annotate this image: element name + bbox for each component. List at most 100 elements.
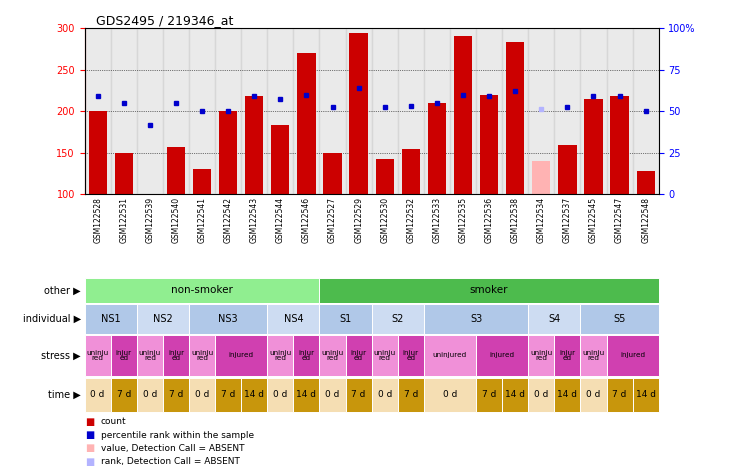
Text: uninju
red: uninju red bbox=[191, 350, 213, 361]
Bar bbox=[424, 28, 450, 194]
Bar bbox=[476, 377, 502, 411]
Bar bbox=[610, 97, 629, 194]
Bar bbox=[633, 377, 659, 411]
Bar bbox=[241, 28, 267, 194]
Text: 7 d: 7 d bbox=[221, 390, 236, 399]
Bar bbox=[189, 335, 215, 376]
Bar bbox=[476, 335, 528, 376]
Bar bbox=[528, 335, 554, 376]
Bar bbox=[372, 304, 424, 334]
Bar bbox=[245, 97, 263, 194]
Text: uninju
red: uninju red bbox=[530, 350, 553, 361]
Bar bbox=[267, 377, 294, 411]
Bar bbox=[397, 377, 424, 411]
Bar bbox=[554, 335, 581, 376]
Text: injur
ed: injur ed bbox=[116, 350, 132, 361]
Text: 14 d: 14 d bbox=[297, 390, 316, 399]
Bar bbox=[110, 377, 137, 411]
Text: 0 d: 0 d bbox=[195, 390, 209, 399]
Text: 0 d: 0 d bbox=[91, 390, 105, 399]
Bar bbox=[346, 377, 372, 411]
Text: uninju
red: uninju red bbox=[139, 350, 161, 361]
Text: 0 d: 0 d bbox=[534, 390, 548, 399]
Bar bbox=[319, 377, 346, 411]
Bar bbox=[424, 335, 476, 376]
Text: time ▶: time ▶ bbox=[49, 390, 81, 400]
Bar bbox=[319, 335, 346, 376]
Bar bbox=[219, 111, 237, 194]
Text: value, Detection Call = ABSENT: value, Detection Call = ABSENT bbox=[101, 444, 244, 453]
Text: count: count bbox=[101, 418, 127, 426]
Text: 14 d: 14 d bbox=[636, 390, 656, 399]
Bar bbox=[558, 145, 576, 194]
Bar bbox=[267, 28, 294, 194]
Text: injur
ed: injur ed bbox=[350, 350, 367, 361]
Text: 7 d: 7 d bbox=[612, 390, 627, 399]
Text: 14 d: 14 d bbox=[505, 390, 526, 399]
Bar bbox=[294, 335, 319, 376]
Bar bbox=[215, 28, 241, 194]
Text: uninju
red: uninju red bbox=[374, 350, 396, 361]
Bar bbox=[528, 304, 581, 334]
Text: 0 d: 0 d bbox=[273, 390, 288, 399]
Bar bbox=[115, 153, 133, 194]
Bar bbox=[581, 28, 606, 194]
Text: other ▶: other ▶ bbox=[44, 285, 81, 295]
Bar bbox=[450, 28, 476, 194]
Text: NS4: NS4 bbox=[283, 314, 303, 324]
Text: injured: injured bbox=[620, 353, 645, 358]
Text: 0 d: 0 d bbox=[587, 390, 601, 399]
Bar bbox=[319, 304, 372, 334]
Bar bbox=[454, 36, 473, 194]
Text: smoker: smoker bbox=[470, 285, 509, 295]
Bar bbox=[502, 377, 528, 411]
Bar bbox=[581, 377, 606, 411]
Bar bbox=[294, 28, 319, 194]
Bar bbox=[372, 335, 397, 376]
Bar bbox=[85, 335, 110, 376]
Bar bbox=[163, 335, 189, 376]
Bar bbox=[372, 377, 397, 411]
Bar bbox=[137, 28, 163, 194]
Bar bbox=[241, 377, 267, 411]
Bar bbox=[85, 304, 137, 334]
Bar bbox=[189, 377, 215, 411]
Bar bbox=[297, 54, 316, 194]
Text: 7 d: 7 d bbox=[482, 390, 496, 399]
Bar bbox=[110, 28, 137, 194]
Bar bbox=[323, 153, 342, 194]
Text: 14 d: 14 d bbox=[244, 390, 264, 399]
Text: NS2: NS2 bbox=[153, 314, 173, 324]
Text: injur
ed: injur ed bbox=[559, 350, 576, 361]
Bar bbox=[606, 335, 659, 376]
Bar bbox=[346, 28, 372, 194]
Text: uninjured: uninjured bbox=[433, 353, 467, 358]
Bar bbox=[502, 28, 528, 194]
Bar bbox=[85, 377, 110, 411]
Bar bbox=[319, 28, 346, 194]
Bar bbox=[506, 42, 524, 194]
Bar bbox=[85, 28, 110, 194]
Bar bbox=[424, 377, 476, 411]
Bar bbox=[319, 278, 659, 303]
Text: NS1: NS1 bbox=[101, 314, 121, 324]
Bar bbox=[428, 103, 446, 194]
Text: uninju
red: uninju red bbox=[269, 350, 291, 361]
Bar bbox=[137, 335, 163, 376]
Bar bbox=[193, 170, 211, 194]
Bar bbox=[532, 161, 551, 194]
Text: GDS2495 / 219346_at: GDS2495 / 219346_at bbox=[96, 14, 233, 27]
Text: injur
ed: injur ed bbox=[403, 350, 419, 361]
Bar bbox=[350, 33, 368, 194]
Bar bbox=[372, 28, 397, 194]
Bar bbox=[528, 28, 554, 194]
Text: S3: S3 bbox=[470, 314, 482, 324]
Bar bbox=[346, 335, 372, 376]
Text: ■: ■ bbox=[85, 443, 94, 454]
Text: S4: S4 bbox=[548, 314, 561, 324]
Text: ■: ■ bbox=[85, 417, 94, 427]
Bar bbox=[215, 377, 241, 411]
Bar bbox=[163, 377, 189, 411]
Bar bbox=[581, 335, 606, 376]
Text: ■: ■ bbox=[85, 456, 94, 467]
